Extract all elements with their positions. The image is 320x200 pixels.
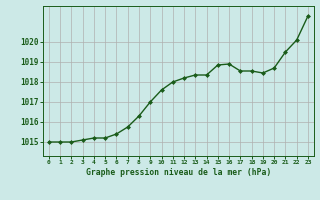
X-axis label: Graphe pression niveau de la mer (hPa): Graphe pression niveau de la mer (hPa) — [86, 168, 271, 177]
